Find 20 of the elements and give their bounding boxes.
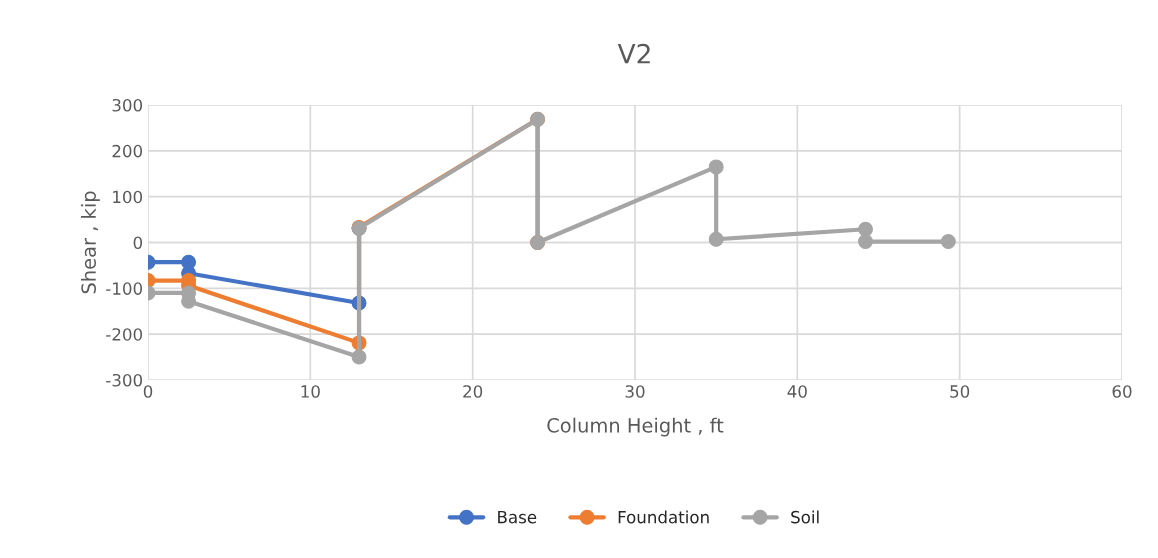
legend-label: Soil — [791, 510, 819, 524]
x-tick-label: 0 — [143, 385, 153, 398]
x-tick-label: 60 — [1112, 385, 1132, 398]
y-tick-label: 200 — [112, 144, 143, 158]
x-axis-title: Column Height , ft — [547, 417, 724, 437]
y-tick-label: -200 — [106, 328, 143, 341]
x-tick-label: 20 — [463, 385, 483, 398]
y-axis-title: Shear , kip — [80, 191, 100, 294]
y-tick-label: 0 — [133, 236, 143, 250]
x-tick-label: 10 — [301, 385, 320, 398]
x-tick-label: 30 — [625, 385, 645, 398]
legend-label: Base — [498, 511, 537, 524]
x-tick-label: 50 — [950, 385, 970, 398]
x-tick-label: 40 — [787, 385, 807, 398]
y-tick-label: 100 — [113, 190, 143, 204]
legend-label: Foundation — [618, 510, 709, 524]
chart-title: V2 — [617, 43, 650, 64]
y-tick-label: 300 — [112, 98, 143, 112]
y-tick-label: -100 — [106, 282, 143, 295]
y-tick-label: -300 — [106, 373, 143, 387]
